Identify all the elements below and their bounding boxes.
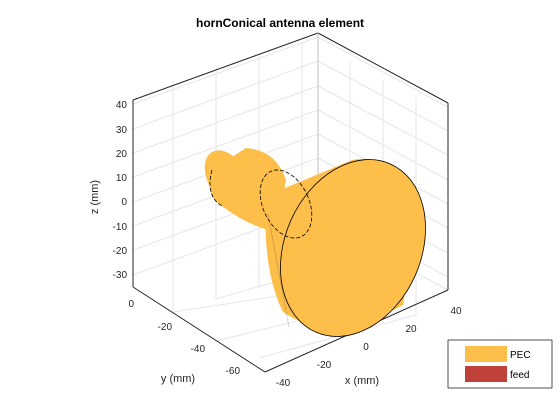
x-tick-label: 0 xyxy=(363,342,369,353)
horn-throat xyxy=(259,169,313,239)
legend-label-pec: PEC xyxy=(510,350,531,361)
z-tick-label: -10 xyxy=(113,222,128,233)
y-axis-label: y (mm) xyxy=(161,373,195,385)
z-tick-label: 0 xyxy=(121,197,127,208)
x-tick-label: -20 xyxy=(317,360,332,371)
z-tick-label: 10 xyxy=(116,173,128,184)
x-axis-label: x (mm) xyxy=(345,375,379,387)
z-tick-label: -30 xyxy=(113,270,128,281)
z-axis: 40 30 20 10 0 -10 -20 -30 z (mm) xyxy=(89,100,127,281)
legend-swatch-feed xyxy=(465,366,507,382)
waveguide-back-cap xyxy=(204,150,250,206)
y-tick-label: -40 xyxy=(191,344,206,355)
x-tick-label: 40 xyxy=(450,306,462,317)
figure-title: hornConical antenna element xyxy=(196,16,364,30)
y-axis: 0 -20 -40 -60 y (mm) xyxy=(128,299,240,385)
y-tick-label: 0 xyxy=(128,299,134,310)
y-tick-label: -60 xyxy=(226,366,241,377)
z-tick-label: 30 xyxy=(116,125,128,136)
z-tick-label: 40 xyxy=(116,100,128,111)
x-axis: -40 -20 0 20 40 x (mm) xyxy=(276,306,462,389)
horn-aperture xyxy=(280,159,426,337)
legend-swatch-pec xyxy=(465,346,507,362)
antenna-model xyxy=(204,148,426,337)
z-tick-label: -20 xyxy=(113,246,128,257)
legend: PEC feed xyxy=(447,339,553,389)
x-tick-label: -40 xyxy=(276,378,291,389)
legend-label-feed: feed xyxy=(510,370,529,381)
y-tick-label: -20 xyxy=(158,322,173,333)
x-tick-label: 20 xyxy=(405,324,417,335)
z-tick-label: 20 xyxy=(116,149,128,160)
z-axis-label: z (mm) xyxy=(89,180,101,214)
